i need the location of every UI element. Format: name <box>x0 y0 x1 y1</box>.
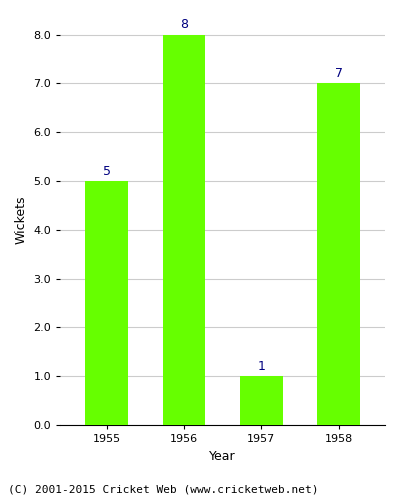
Text: 7: 7 <box>335 67 343 80</box>
Text: 5: 5 <box>103 164 111 177</box>
Bar <box>163 34 205 425</box>
Bar <box>240 376 282 425</box>
Text: 1: 1 <box>257 360 265 372</box>
X-axis label: Year: Year <box>209 450 236 462</box>
Text: 8: 8 <box>180 18 188 31</box>
Text: (C) 2001-2015 Cricket Web (www.cricketweb.net): (C) 2001-2015 Cricket Web (www.cricketwe… <box>8 485 318 495</box>
Bar <box>86 181 128 425</box>
Y-axis label: Wickets: Wickets <box>15 196 28 244</box>
Bar <box>317 84 360 425</box>
